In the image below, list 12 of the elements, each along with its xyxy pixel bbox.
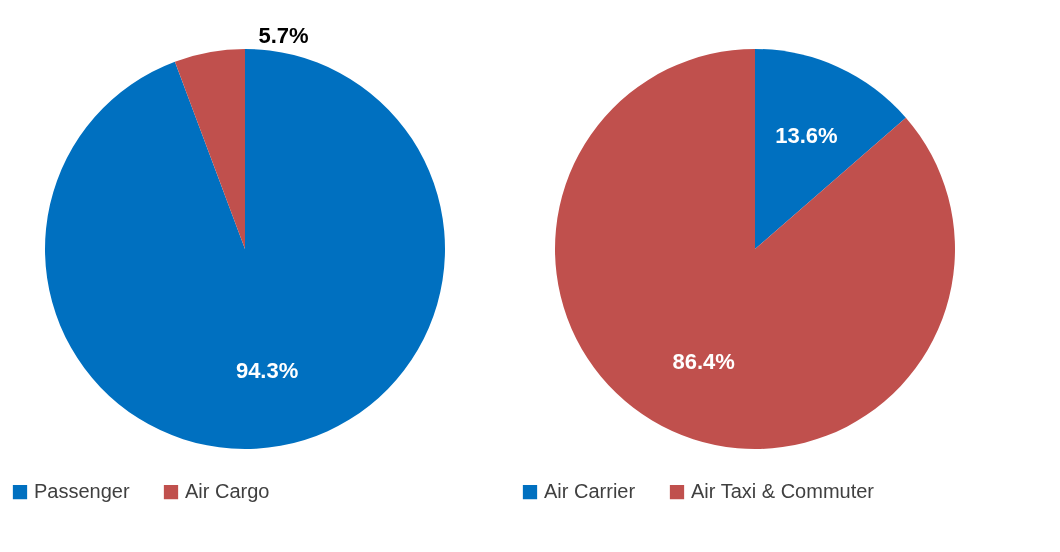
data-label: 86.4%	[672, 348, 735, 374]
pie-slice	[45, 49, 445, 449]
data-label: 13.6%	[775, 123, 838, 149]
legend-label: Passenger	[34, 480, 130, 503]
data-label: 5.7%	[258, 23, 309, 49]
legend-label: Air Cargo	[185, 480, 270, 503]
pie-slice	[555, 49, 955, 449]
legend-label: Air Carrier	[544, 480, 636, 503]
pie-slice	[755, 49, 906, 249]
data-label: 94.3%	[235, 358, 299, 384]
legend-label: Air Taxi & Commuter	[691, 480, 875, 503]
pie-slice	[174, 49, 245, 249]
